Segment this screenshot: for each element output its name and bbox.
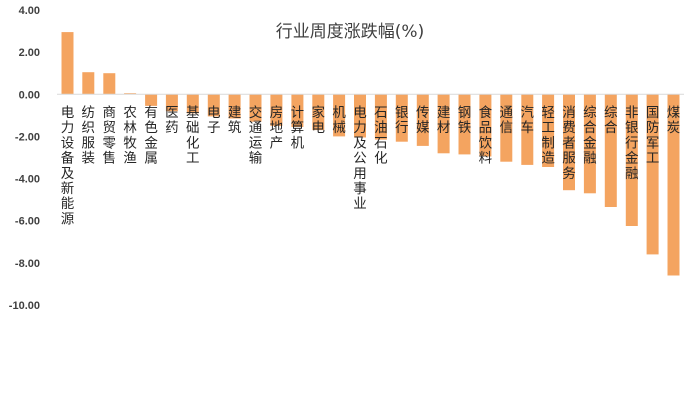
- category-label: 煤炭: [667, 105, 681, 136]
- category-label: 医药: [165, 105, 179, 136]
- category-label: 轻工制造: [541, 105, 555, 167]
- bar: [625, 94, 638, 226]
- category-label: 机械: [332, 105, 346, 136]
- category-label: 传媒: [416, 105, 430, 136]
- category-label: 钢铁: [458, 105, 472, 136]
- bar: [395, 94, 408, 142]
- category-label: 商贸零售: [103, 105, 117, 167]
- category-label: 通信: [500, 105, 514, 136]
- bar: [667, 94, 680, 276]
- category-label: 非银行金融: [625, 105, 639, 182]
- category-label: 电力设备及新能源: [61, 105, 75, 227]
- bar: [583, 94, 596, 194]
- category-label: 基础化工: [186, 104, 200, 167]
- bar: [228, 94, 241, 119]
- bar: [416, 94, 429, 146]
- category-label: 银行: [395, 105, 409, 136]
- bar: [249, 94, 262, 122]
- category-label: 交通运输: [249, 104, 263, 167]
- bars: [61, 32, 680, 276]
- bar: [542, 94, 555, 167]
- bar: [479, 94, 492, 157]
- bar: [563, 94, 575, 191]
- y-tick-label: 2.00: [19, 47, 40, 59]
- bar: [312, 94, 325, 131]
- bar: [186, 94, 199, 114]
- y-tick-label: -6.00: [15, 216, 40, 228]
- chart-title: 行业周度涨跌幅(%): [276, 22, 424, 42]
- category-labels: 电力设备及新能源纺织服装商贸零售农林牧渔有色金属医药基础化工电子建筑交通运输房地…: [61, 104, 681, 227]
- y-tick-label: -8.00: [15, 258, 40, 270]
- bar: [646, 94, 659, 255]
- category-label: 电力及公用事业: [353, 105, 367, 212]
- category-label: 房地产: [270, 105, 284, 151]
- category-label: 有色金属: [144, 105, 158, 167]
- category-label: 建材: [437, 105, 451, 136]
- category-label: 家电: [312, 104, 326, 136]
- category-label: 纺织服装: [82, 105, 96, 167]
- category-label: 消费者服务: [562, 105, 576, 182]
- category-label: 农林牧渔: [123, 105, 137, 167]
- bar: [354, 94, 366, 138]
- category-label: 汽车: [521, 105, 535, 136]
- y-axis: 4.00 2.00 0.00 -2.00 -4.00 -6.00 -8.00 -10.00: [9, 5, 40, 312]
- bar: [333, 94, 346, 137]
- bar: [207, 94, 220, 117]
- category-label: 食品饮料: [479, 104, 493, 167]
- bar: [458, 94, 471, 155]
- category-label: 综合: [604, 105, 618, 136]
- y-tick-label: -10.00: [9, 300, 40, 312]
- category-label: 建筑: [228, 105, 242, 136]
- bar: [124, 93, 137, 95]
- bar: [291, 94, 304, 127]
- bar: [82, 72, 95, 95]
- y-tick-label: -2.00: [15, 131, 40, 143]
- bar: [437, 94, 450, 154]
- bar: [145, 94, 158, 106]
- bar: [374, 94, 387, 140]
- bar: [103, 73, 116, 95]
- bar: [521, 94, 534, 165]
- bar: [604, 94, 617, 207]
- category-label: 电子: [207, 105, 221, 136]
- y-tick-label: 4.00: [19, 5, 40, 17]
- category-label: 计算机: [291, 105, 305, 151]
- category-label: 石油石化: [374, 105, 388, 167]
- bar: [500, 94, 513, 162]
- y-tick-label: 0.00: [19, 89, 40, 101]
- category-label: 综合金融: [583, 105, 597, 167]
- bar: [165, 94, 178, 112]
- bar: [61, 32, 74, 95]
- category-label: 国防军工: [646, 105, 660, 167]
- y-tick-label: -4.00: [15, 174, 40, 186]
- bar: [270, 94, 283, 126]
